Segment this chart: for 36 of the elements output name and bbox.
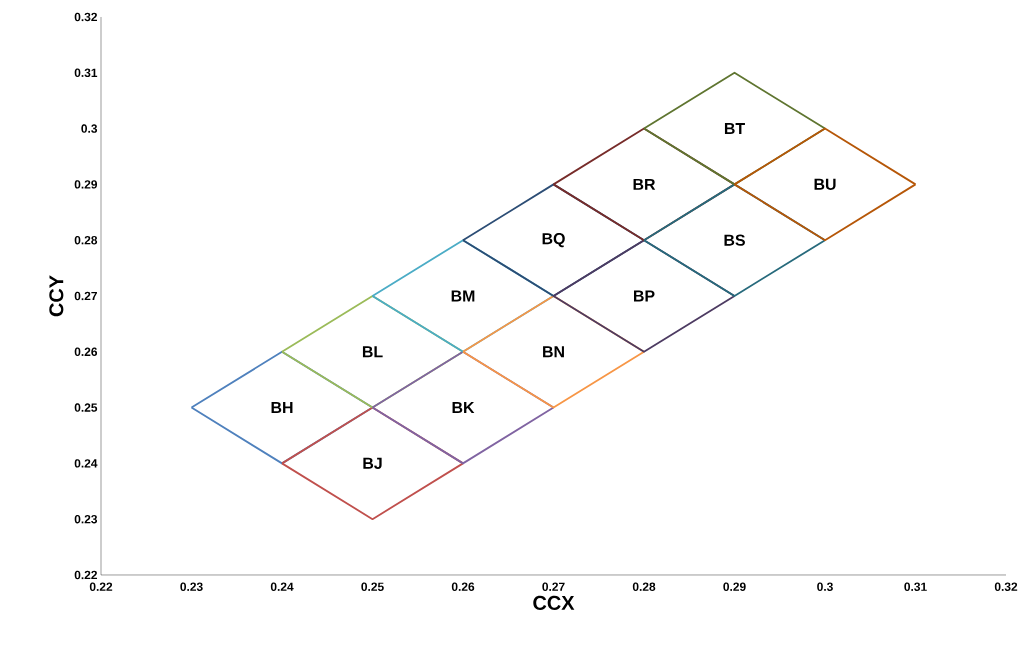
text: BJ — [363, 457, 382, 469]
y-axis-title: CCY — [49, 275, 64, 317]
y-tick-label: 0.25 — [74, 403, 98, 412]
y-tick-label: 0.3 — [81, 124, 98, 133]
y-tick-label: 0.22 — [74, 570, 98, 580]
y-tick-label: 0.28 — [74, 235, 98, 245]
x-tick-label: 0.24 — [270, 582, 294, 591]
x-tick-label: 0.23 — [180, 582, 203, 591]
x-tick-label: 0.22 — [89, 582, 113, 591]
text: BP — [634, 290, 655, 302]
text: BL — [362, 346, 383, 358]
text: BR — [633, 178, 656, 190]
x-tick-label: 0.3 — [817, 582, 833, 591]
y-tick-label: 0.31 — [74, 68, 98, 78]
x-tick-label: 0.27 — [542, 582, 565, 591]
x-tick-label: 0.26 — [451, 582, 475, 591]
x-tick-label: 0.28 — [632, 582, 656, 591]
x-tick-label: 0.31 — [904, 582, 927, 591]
y-tick-label: 0.24 — [74, 459, 98, 468]
x-tick-label: 0.32 — [994, 582, 1018, 591]
y-tick-label: 0.27 — [74, 291, 97, 301]
y-tick-label: 0.23 — [74, 514, 98, 524]
text: BK — [452, 402, 475, 414]
x-tick-label: 0.29 — [723, 582, 746, 591]
x-axis-title: CCX — [533, 595, 575, 610]
text: BN — [543, 346, 564, 358]
text: BT — [724, 123, 745, 135]
text: BH — [271, 402, 293, 414]
text: BU — [814, 178, 836, 190]
text: BQ — [542, 233, 565, 248]
x-tick-label: 0.25 — [361, 582, 384, 591]
y-tick-label: 0.26 — [74, 347, 98, 357]
text: BS — [724, 234, 745, 246]
y-tick-label: 0.32 — [74, 12, 98, 22]
text: BM — [451, 290, 475, 302]
y-tick-label: 0.29 — [74, 180, 98, 189]
